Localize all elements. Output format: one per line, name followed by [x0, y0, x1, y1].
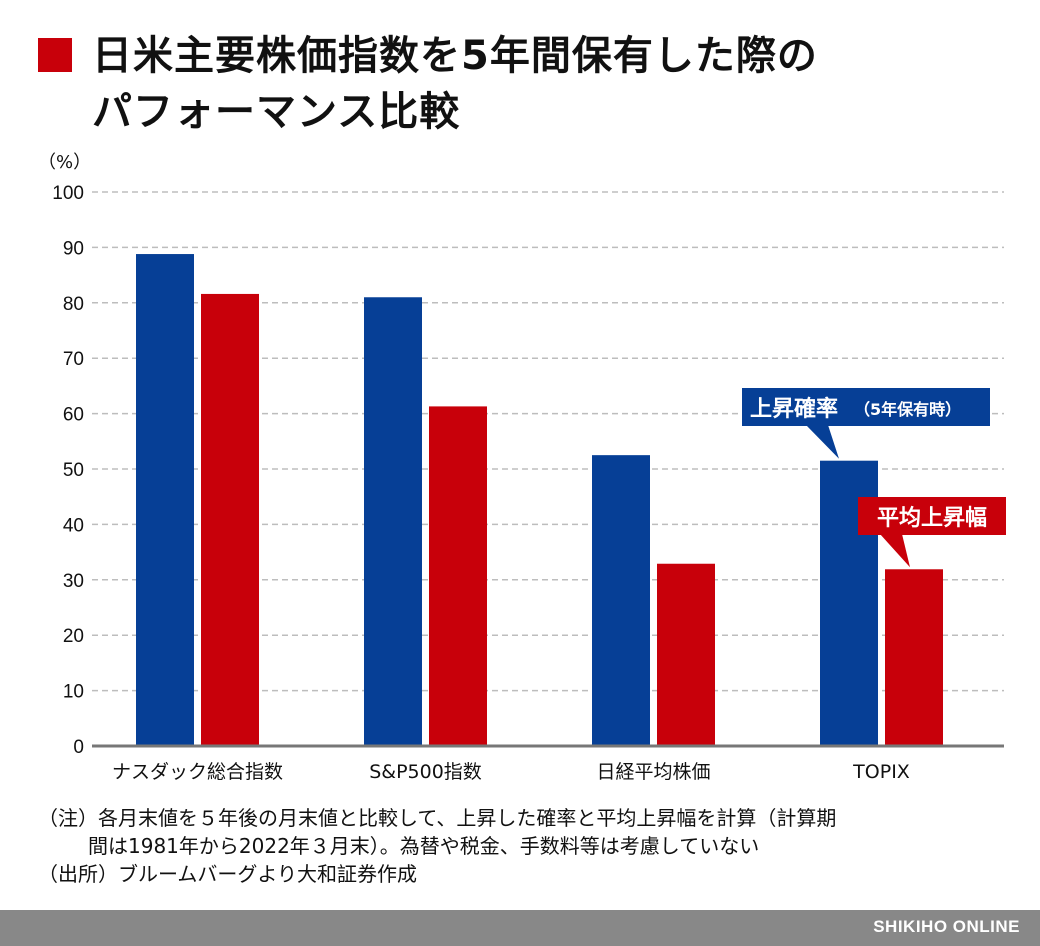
y-tick-label: 20 [63, 626, 84, 647]
legend-label-series-1: 上昇確率 [750, 396, 838, 422]
x-tick-label: 日経平均株価 [596, 761, 710, 783]
bar [657, 563, 715, 746]
footer-brand: SHIKIHO ONLINE [873, 917, 1020, 936]
legend-box-series-1 [742, 388, 990, 426]
x-tick-label: S&P500指数 [369, 761, 482, 783]
x-tick-label: TOPIX [852, 761, 910, 783]
bar [885, 569, 943, 746]
y-tick-label: 0 [73, 737, 84, 758]
legend-suffix-series-1: （5年保有時） [854, 400, 961, 419]
y-tick-label: 50 [63, 460, 84, 481]
bar [136, 254, 194, 746]
y-tick-label: 90 [63, 238, 84, 259]
y-tick-label: 80 [63, 294, 84, 315]
title-marker [38, 38, 72, 72]
title-line-2: パフォーマンス比較 [92, 89, 461, 135]
y-tick-label: 30 [63, 571, 84, 592]
bar [429, 406, 487, 746]
footer-bar: SHIKIHO ONLINE [0, 910, 1040, 946]
notes: （注）各月末値を５年後の月末値と比較して、上昇した確率と平均上昇幅を計算（計算期… [38, 804, 1028, 888]
y-axis-unit: （%） [38, 152, 92, 173]
chart-title: 日米主要株価指数を5年間保有した際の パフォーマンス比較 [92, 28, 1022, 140]
bar [592, 455, 650, 746]
source-line: （出所）ブルームバーグより大和証券作成 [38, 862, 417, 886]
y-tick-label: 60 [63, 405, 84, 426]
x-tick-label: ナスダック総合指数 [112, 761, 283, 783]
legend-label-series-2: 平均上昇幅 [877, 505, 987, 531]
legend-pointer-series-2 [880, 534, 910, 568]
y-tick-label: 70 [63, 349, 84, 370]
legend-pointer-series-1 [806, 425, 839, 459]
title-line-1: 日米主要株価指数を5年間保有した際の [92, 33, 818, 79]
bar [201, 293, 259, 746]
bar-chart: 0 10 20 30 40 50 60 70 80 90 100 ナスダック総合指数 S&P500指数 日… [52, 183, 1006, 783]
note-line-2: 間は1981年から2022年３月末）。為替や税金、手数料等は考慮していない [88, 834, 760, 858]
legend-box-series-2 [858, 497, 1006, 535]
y-tick-label: 10 [63, 682, 84, 703]
y-tick-label: 100 [52, 183, 84, 204]
bar [364, 297, 422, 746]
y-tick-label: 40 [63, 515, 84, 536]
note-line-1: （注）各月末値を５年後の月末値と比較して、上昇した確率と平均上昇幅を計算（計算期 [38, 806, 837, 830]
